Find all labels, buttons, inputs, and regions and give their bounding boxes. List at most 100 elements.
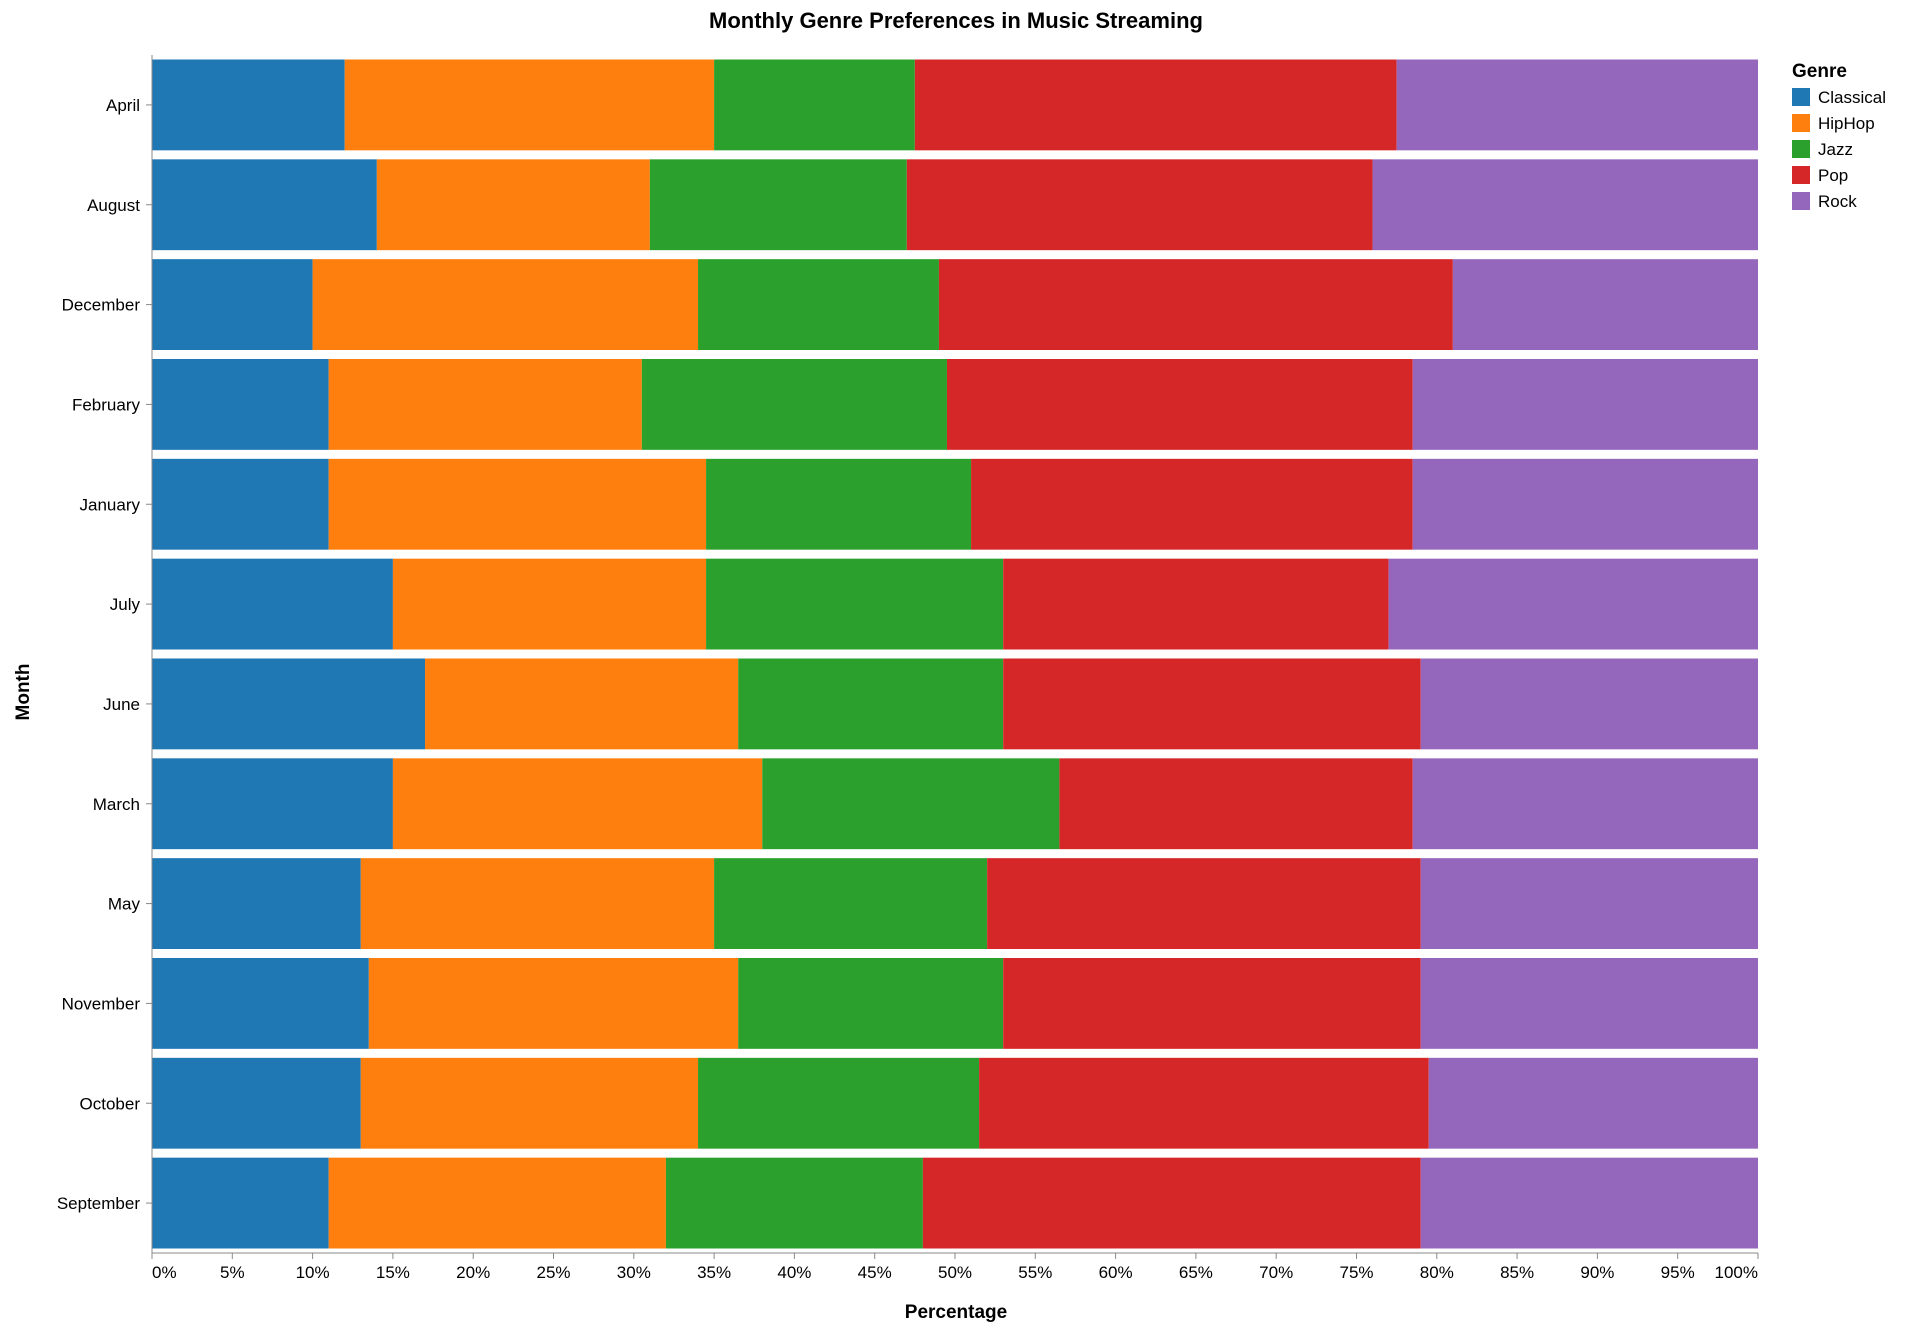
x-tick-label: 15% — [376, 1263, 410, 1282]
x-tick-label: 80% — [1420, 1263, 1454, 1282]
bar-september-rock — [1420, 1157, 1758, 1249]
legend-swatch-pop — [1792, 166, 1810, 184]
bar-march-classical — [152, 758, 393, 850]
x-tick-label: 25% — [536, 1263, 570, 1282]
x-tick-label: 30% — [617, 1263, 651, 1282]
bar-january-classical — [152, 458, 329, 550]
y-tick-label: January — [80, 495, 141, 514]
bar-august-rock — [1372, 159, 1758, 251]
x-tick-label: 45% — [858, 1263, 892, 1282]
y-tick-label: September — [57, 1194, 140, 1213]
legend: Genre Classical HipHop Jazz Pop Rock — [1792, 61, 1886, 211]
x-tick-label: 55% — [1018, 1263, 1052, 1282]
y-axis: April August December February January July Ju… — [57, 55, 153, 1253]
legend-label-jazz: Jazz — [1818, 140, 1853, 159]
bar-december-hiphop — [312, 259, 699, 350]
y-tick-label: October — [80, 1094, 141, 1113]
x-tick-label: 50% — [938, 1263, 972, 1282]
bar-april-classical — [152, 59, 345, 151]
legend-label-rock: Rock — [1818, 192, 1857, 211]
y-tick-label: March — [93, 795, 140, 814]
x-tick-label: 35% — [697, 1263, 731, 1282]
legend-swatch-classical — [1792, 88, 1810, 106]
bar-november-rock — [1420, 958, 1758, 1049]
bar-august-classical — [152, 159, 377, 251]
x-tick-label: 90% — [1580, 1263, 1614, 1282]
bar-january-jazz — [706, 458, 972, 550]
x-tick-label: 65% — [1179, 1263, 1213, 1282]
bar-april-rock — [1396, 59, 1758, 151]
y-tick-label: July — [110, 595, 141, 614]
bar-december-jazz — [698, 259, 939, 350]
bar-july-pop — [1003, 558, 1389, 650]
bar-january-pop — [971, 458, 1413, 550]
y-tick-label: May — [108, 895, 141, 914]
y-tick-label: February — [72, 395, 141, 414]
bar-january-hiphop — [328, 458, 707, 550]
legend-swatch-rock — [1792, 192, 1810, 210]
bar-april-pop — [914, 59, 1397, 151]
bar-may-jazz — [714, 858, 988, 949]
plot-area — [152, 59, 1758, 1249]
bar-july-rock — [1388, 558, 1758, 650]
bar-november-pop — [1003, 958, 1421, 1049]
bar-july-hiphop — [392, 558, 707, 650]
bar-february-rock — [1412, 359, 1758, 450]
legend-swatch-hiphop — [1792, 114, 1810, 132]
x-tick-label: 100% — [1715, 1263, 1758, 1282]
legend-label-classical: Classical — [1818, 88, 1886, 107]
bar-june-pop — [1003, 658, 1421, 750]
y-tick-label: November — [62, 994, 141, 1013]
x-tick-label: 10% — [296, 1263, 330, 1282]
bar-august-pop — [906, 159, 1373, 251]
bar-august-jazz — [649, 159, 907, 251]
legend-label-hiphop: HipHop — [1818, 114, 1875, 133]
y-tick-label: August — [87, 196, 140, 215]
bar-may-pop — [987, 858, 1421, 949]
bar-september-classical — [152, 1157, 329, 1249]
bar-september-jazz — [665, 1157, 923, 1249]
bar-june-rock — [1420, 658, 1758, 750]
x-tick-label: 40% — [777, 1263, 811, 1282]
bar-june-classical — [152, 658, 426, 750]
bar-december-rock — [1452, 259, 1758, 350]
bar-october-jazz — [698, 1057, 980, 1149]
bar-february-hiphop — [328, 359, 642, 450]
bar-march-jazz — [762, 758, 1060, 850]
x-tick-label: 70% — [1259, 1263, 1293, 1282]
x-tick-label: 85% — [1500, 1263, 1534, 1282]
bar-september-hiphop — [328, 1157, 666, 1249]
x-axis: 0% 5% 10% 15% 20% 25% 30% 35% 40% 45% 50% 55% 60% 65%… — [151, 1252, 1759, 1282]
bar-december-classical — [152, 259, 313, 350]
bar-november-jazz — [738, 958, 1004, 1049]
x-axis-title: Percentage — [905, 1302, 1007, 1323]
y-tick-label: April — [106, 96, 140, 115]
bar-may-classical — [152, 858, 361, 949]
bar-april-hiphop — [344, 59, 715, 151]
bar-november-hiphop — [368, 958, 739, 1049]
bar-october-hiphop — [360, 1057, 699, 1149]
y-tick-label: December — [62, 296, 141, 315]
bar-october-classical — [152, 1057, 361, 1149]
bar-june-hiphop — [425, 658, 739, 750]
bar-march-rock — [1412, 758, 1758, 850]
bar-january-rock — [1412, 458, 1758, 550]
bar-april-jazz — [714, 59, 915, 151]
bar-march-hiphop — [392, 758, 763, 850]
bar-july-jazz — [706, 558, 1004, 650]
y-tick-label: June — [103, 695, 140, 714]
x-tick-label: 0% — [152, 1263, 177, 1282]
legend-label-pop: Pop — [1818, 166, 1848, 185]
bar-may-hiphop — [360, 858, 715, 949]
bar-july-classical — [152, 558, 393, 650]
bar-june-jazz — [738, 658, 1004, 750]
legend-title: Genre — [1792, 61, 1847, 82]
bar-october-pop — [979, 1057, 1429, 1149]
bar-may-rock — [1420, 858, 1758, 949]
bar-november-classical — [152, 958, 369, 1049]
x-tick-label: 75% — [1339, 1263, 1373, 1282]
x-tick-label: 95% — [1661, 1263, 1695, 1282]
x-tick-label: 60% — [1099, 1263, 1133, 1282]
bar-december-pop — [938, 259, 1453, 350]
